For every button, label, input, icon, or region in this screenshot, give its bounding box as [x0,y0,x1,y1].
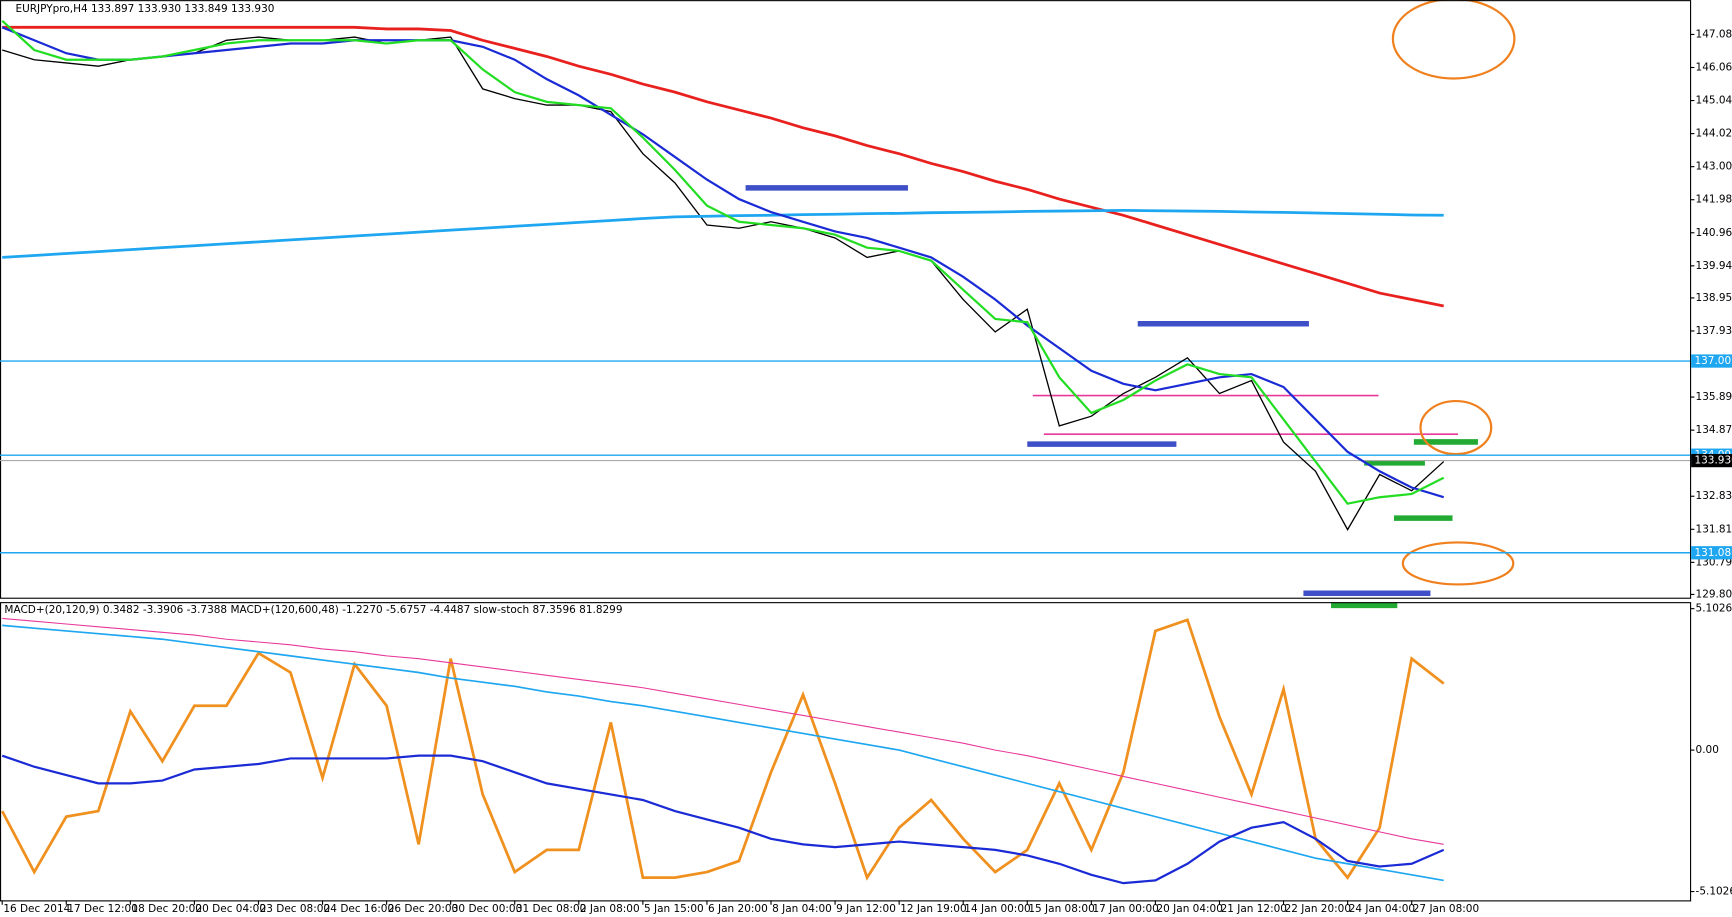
x-tick-label: 23 Dec 08:00 [260,903,331,915]
y-tick-label: 139.940 [1696,260,1732,272]
x-tick-label: 31 Dec 08:00 [516,903,587,915]
y-tick-label: 0.00 [1696,744,1719,756]
current-price-label: 133.930 [1694,455,1732,467]
level-label: 137.002 [1694,355,1732,367]
x-tick-label: 26 Dec 20:00 [388,903,459,915]
drawn-circle [1391,0,1516,80]
series-line [2,624,1444,882]
x-tick-label: 2 Jan 08:00 [580,903,640,915]
y-tick-label: 140.960 [1696,227,1732,239]
x-tick-label: 17 Dec 12:00 [67,903,138,915]
level-label: 131.086 [1694,547,1732,559]
series-line [1,20,1445,505]
indicator-title: MACD+(20,120,9) 0.3482 -3.3906 -3.7388 M… [4,604,622,616]
y-tick-label: 141.980 [1696,194,1732,206]
y-tick-label: -5.1026 [1696,886,1732,898]
x-tick-label: 27 Jan 08:00 [1413,903,1479,915]
series-line [2,617,1444,845]
drawn-circle [1419,399,1493,456]
series-line [0,618,1445,881]
x-tick-label: 8 Jan 04:00 [772,903,832,915]
series-line [1,26,1445,499]
x-tick-label: 21 Jan 12:00 [1221,903,1287,915]
y-tick-label: 138.950 [1696,292,1732,304]
series-line [2,36,1445,531]
x-tick-label: 24 Dec 16:00 [324,903,395,915]
y-tick-label: 134.870 [1696,424,1732,436]
series-line [2,25,1444,308]
annotations [745,0,1516,609]
price-panel-frame [0,0,1692,599]
y-tick-label: 5.1026 [1696,603,1732,615]
chart-title: EURJPYpro,H4 133.897 133.930 133.849 133… [15,3,274,15]
x-tick-label: 22 Jan 20:00 [1285,903,1351,915]
y-tick-label: 129.800 [1696,588,1732,600]
y-tick-label: 137.930 [1696,325,1732,337]
x-tick-label: 6 Jan 20:00 [708,903,768,915]
series-line [2,209,1444,259]
x-tick-label: 20 Dec 04:00 [196,903,267,915]
x-tick-label: 9 Jan 12:00 [836,903,896,915]
drawn-circle [1401,541,1515,586]
y-tick-label: 147.080 [1696,28,1732,40]
y-tick-label: 146.060 [1696,62,1732,74]
x-tick-label: 30 Dec 00:00 [452,903,523,915]
x-tick-label: 17 Jan 00:00 [1092,903,1158,915]
y-tick-label: 135.890 [1696,391,1732,403]
x-tick-label: 14 Jan 00:00 [964,903,1030,915]
series-line [1,754,1445,885]
level-label-bg [1691,354,1732,368]
y-tick-label: 131.810 [1696,523,1732,535]
y-tick-label: 143.000 [1696,161,1732,173]
x-tick-label: 5 Jan 15:00 [644,903,704,915]
x-tick-label: 12 Jan 19:00 [900,903,966,915]
y-tick-label: 144.020 [1696,128,1732,140]
current-price-bg [1691,453,1732,468]
x-tick-label: 20 Jan 04:00 [1157,903,1223,915]
y-tick-label: 145.040 [1696,95,1732,107]
x-tick-label: 16 Dec 2014 [3,903,70,915]
x-tick-label: 15 Jan 08:00 [1028,903,1094,915]
level-label-bg [1691,546,1732,560]
x-tick-label: 24 Jan 04:00 [1349,903,1415,915]
x-tick-label: 18 Dec 20:00 [131,903,202,915]
y-tick-label: 132.830 [1696,490,1732,502]
indicator-panel-frame [0,602,1692,902]
